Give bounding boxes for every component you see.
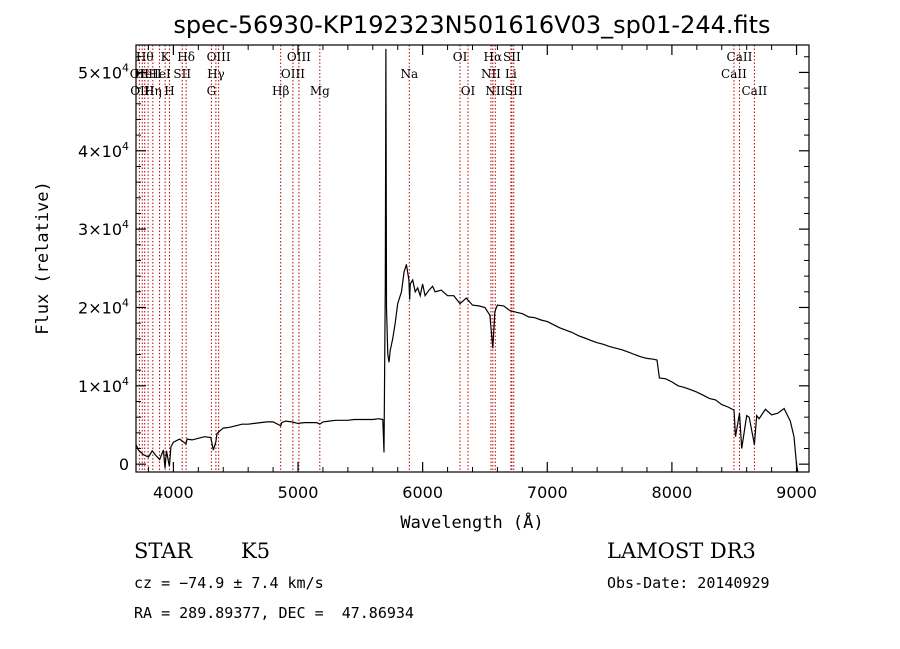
line-label: K	[161, 50, 171, 64]
x-tick-label: 4000	[153, 483, 194, 502]
x-tick-label: 5000	[278, 483, 319, 502]
survey-name: LAMOST DR3	[607, 539, 756, 563]
y-tick-label: 2×104	[78, 296, 129, 317]
line-label: G	[207, 84, 217, 98]
line-label: Hγ	[207, 67, 225, 81]
chart-title: spec-56930-KP192323N501616V03_sp01-244.f…	[173, 11, 770, 39]
spectrum-line	[135, 48, 799, 473]
x-axis-ticks: 4000 5000 6000 7000 8000 9000	[147, 45, 817, 502]
y-tick-label: 4×104	[78, 140, 129, 161]
line-labels: OII OIII Hθ HeII Hη HeI K H SII Hδ G Hγ OIII Hβ OIII OI…	[130, 50, 768, 98]
object-class: STAR	[134, 539, 193, 563]
line-label: NII	[485, 84, 505, 98]
line-label: OIII	[287, 50, 311, 64]
line-label: NII	[481, 67, 501, 81]
x-tick-label: 8000	[652, 483, 693, 502]
y-tick-label: 3×104	[78, 218, 129, 239]
y-axis-label: Flux (relative)	[33, 181, 53, 335]
y-tick-label: 0	[119, 455, 129, 474]
line-label: Hδ	[177, 50, 195, 64]
line-label: OIII	[207, 50, 231, 64]
line-label: Hθ	[136, 50, 154, 64]
line-label: CaII	[741, 84, 767, 98]
line-label: SII	[505, 84, 523, 98]
y-tick-label: 5×104	[78, 61, 129, 82]
line-label: SII	[503, 50, 521, 64]
line-label: SII	[173, 67, 191, 81]
line-label: Li	[505, 67, 517, 81]
x-axis-label: Wavelength (Å)	[400, 511, 543, 533]
line-label: OII	[130, 67, 150, 81]
line-label: OIII	[281, 67, 305, 81]
x-tick-label: 6000	[402, 483, 443, 502]
line-label: OI	[453, 50, 468, 64]
y-axis-ticks: 0 1×104 2×104 3×104 4×104 5×104	[78, 56, 809, 474]
line-label: Na	[400, 67, 418, 81]
line-label: Mg	[310, 84, 330, 98]
line-label: Hβ	[272, 84, 289, 98]
line-label: Hη	[144, 84, 162, 98]
line-markers	[138, 45, 755, 472]
obs-date: Obs-Date: 20140929	[607, 574, 770, 592]
line-label: H	[164, 84, 174, 98]
line-label: Hα	[484, 50, 503, 64]
line-label: HeI	[148, 67, 171, 81]
ra-dec: RA = 289.89377, DEC = 47.86934	[134, 604, 414, 622]
plot-frame	[135, 44, 810, 473]
line-label: CaII	[721, 67, 747, 81]
object-subclass: K5	[241, 539, 271, 563]
line-label: HeII	[135, 67, 162, 81]
line-label: OI	[461, 84, 476, 98]
redshift-cz: cz = −74.9 ± 7.4 km/s	[134, 574, 324, 592]
y-tick-label: 1×104	[78, 375, 129, 396]
line-label: CaII	[727, 50, 753, 64]
x-tick-label: 9000	[776, 483, 817, 502]
x-tick-label: 7000	[527, 483, 568, 502]
